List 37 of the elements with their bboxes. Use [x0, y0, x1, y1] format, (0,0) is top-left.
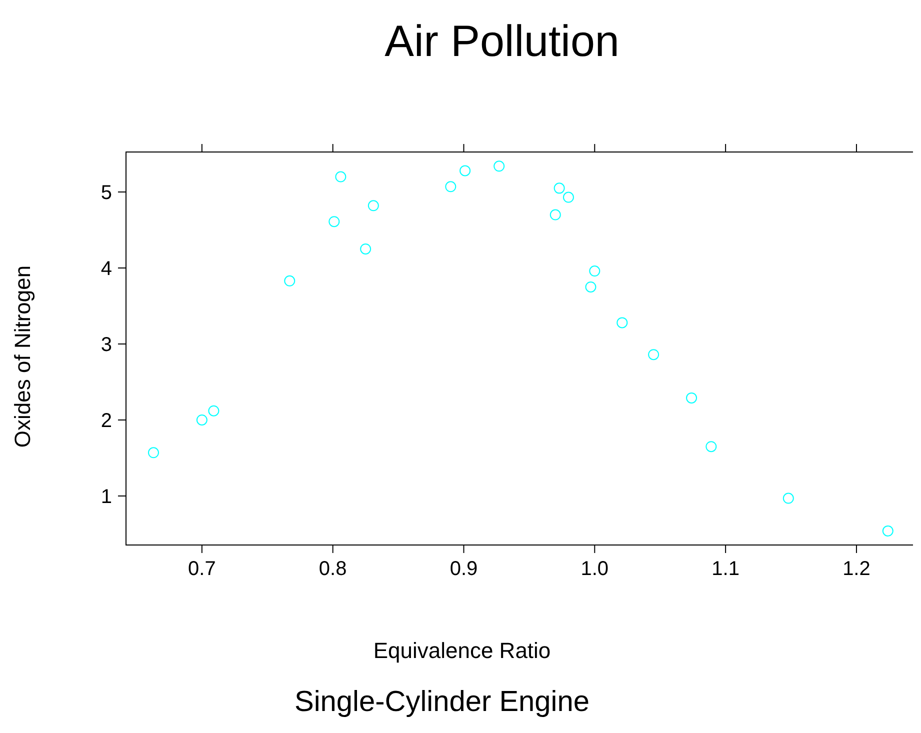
x-axis-title: Equivalence Ratio	[373, 638, 551, 663]
point	[562, 192, 574, 203]
point	[148, 447, 159, 458]
point	[360, 243, 372, 254]
x-tick-label: 0.7	[188, 558, 216, 580]
y-axis-title: Oxides of Nitrogen	[10, 265, 35, 448]
point	[284, 275, 296, 286]
x-tick-label: 0.9	[450, 558, 478, 580]
point	[648, 349, 660, 360]
text: Single-Cylinder Engine	[294, 686, 590, 718]
point	[208, 405, 220, 416]
point	[706, 441, 717, 452]
point	[585, 281, 596, 292]
point	[782, 492, 794, 504]
point	[550, 209, 561, 220]
x-tick-label: 1.1	[712, 558, 740, 580]
point	[328, 216, 340, 228]
y-tick-label: 2	[100, 410, 112, 432]
point	[196, 414, 208, 426]
point	[335, 171, 346, 182]
x-tick-label: 1.2	[842, 558, 870, 580]
y-tick-label: 3	[100, 334, 112, 356]
point	[460, 165, 471, 176]
x-tick-label: 1.0	[580, 558, 609, 580]
point	[686, 392, 698, 404]
y-tick-label: 4	[100, 258, 112, 280]
y-tick-label: 5	[100, 182, 112, 204]
point	[882, 525, 894, 536]
chart-title: Air Pollution	[384, 17, 620, 66]
point	[616, 317, 628, 328]
point	[554, 182, 565, 194]
point	[368, 200, 379, 212]
point	[494, 160, 505, 172]
point	[445, 181, 456, 192]
x-tick-label: 0.8	[318, 558, 347, 580]
y-tick-label: 1	[100, 486, 112, 508]
point	[589, 266, 600, 277]
